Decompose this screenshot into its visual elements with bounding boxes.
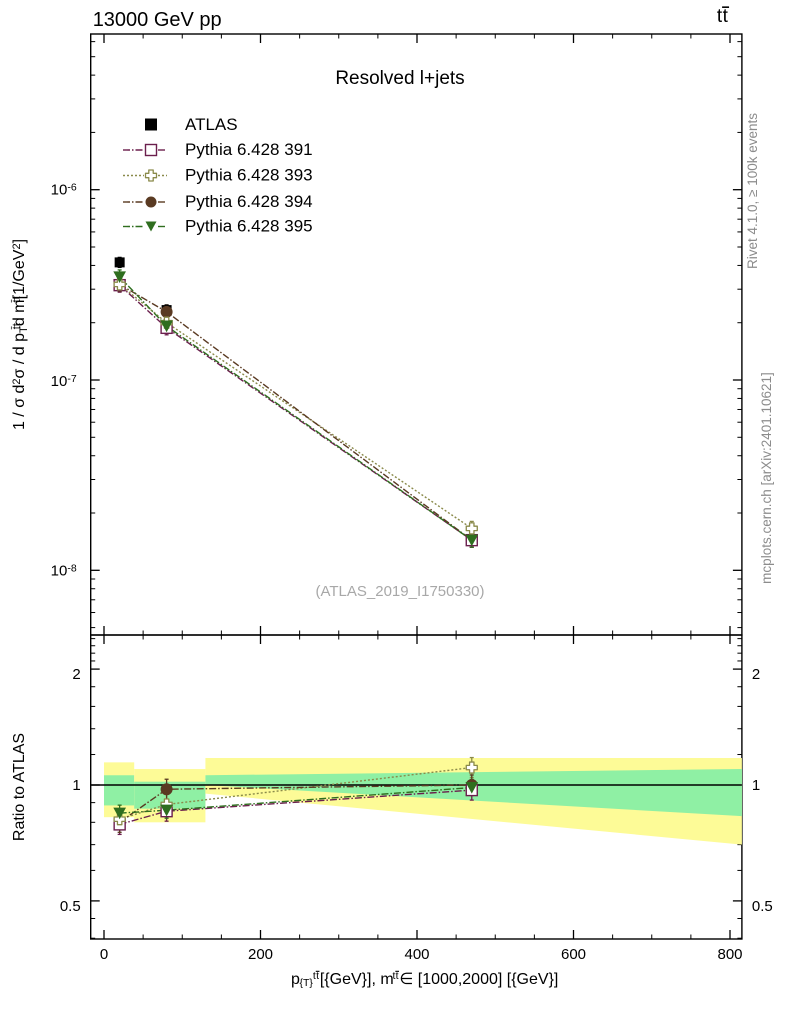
- svg-text:0.5: 0.5: [60, 898, 81, 915]
- svg-text:t: t: [316, 970, 319, 982]
- svg-text:[{GeV}], m: [{GeV}], m: [320, 971, 394, 988]
- svg-text:Pythia 6.428 394: Pythia 6.428 394: [185, 192, 313, 211]
- svg-text:2: 2: [72, 666, 80, 683]
- svg-text:10-7: 10-7: [51, 373, 77, 390]
- svg-text:Pythia 6.428 395: Pythia 6.428 395: [185, 217, 313, 236]
- svg-text:1: 1: [752, 777, 760, 794]
- svg-text:0.5: 0.5: [752, 898, 773, 915]
- svg-text:200: 200: [248, 946, 273, 963]
- svg-text:mcplots.cern.ch [arXiv:2401.10: mcplots.cern.ch [arXiv:2401.10621]: [759, 372, 774, 584]
- svg-text:10-8: 10-8: [51, 562, 77, 579]
- svg-text:10-6: 10-6: [51, 182, 77, 199]
- svg-text:800: 800: [717, 946, 742, 963]
- svg-text:Ratio to ATLAS: Ratio to ATLAS: [11, 733, 28, 841]
- svg-text:Pythia 6.428 393: Pythia 6.428 393: [185, 166, 313, 185]
- svg-text:{T}: {T}: [299, 977, 313, 989]
- svg-text:600: 600: [561, 946, 586, 963]
- svg-text:1 / σ d2σ / d pTtt̄d mtt̄[1/Ge: 1 / σ d2σ / d pTtt̄d mtt̄[1/GeV2]: [11, 239, 30, 430]
- svg-text:13000 GeV pp: 13000 GeV pp: [93, 9, 222, 31]
- svg-text:t: t: [396, 970, 399, 982]
- svg-text:ATLAS: ATLAS: [185, 115, 238, 134]
- svg-text:Resolved l+jets: Resolved l+jets: [335, 68, 464, 89]
- svg-text:t: t: [723, 6, 729, 27]
- svg-text:1: 1: [72, 777, 80, 794]
- svg-text:∈ [1000,2000] [{GeV}]: ∈ [1000,2000] [{GeV}]: [399, 971, 558, 988]
- svg-text:Rivet 4.1.0, ≥ 100k events: Rivet 4.1.0, ≥ 100k events: [745, 113, 760, 269]
- svg-text:400: 400: [404, 946, 429, 963]
- svg-text:(ATLAS_2019_I1750330): (ATLAS_2019_I1750330): [315, 583, 484, 600]
- svg-text:2: 2: [752, 666, 760, 683]
- svg-text:Pythia 6.428 391: Pythia 6.428 391: [185, 140, 313, 159]
- svg-text:0: 0: [100, 946, 108, 963]
